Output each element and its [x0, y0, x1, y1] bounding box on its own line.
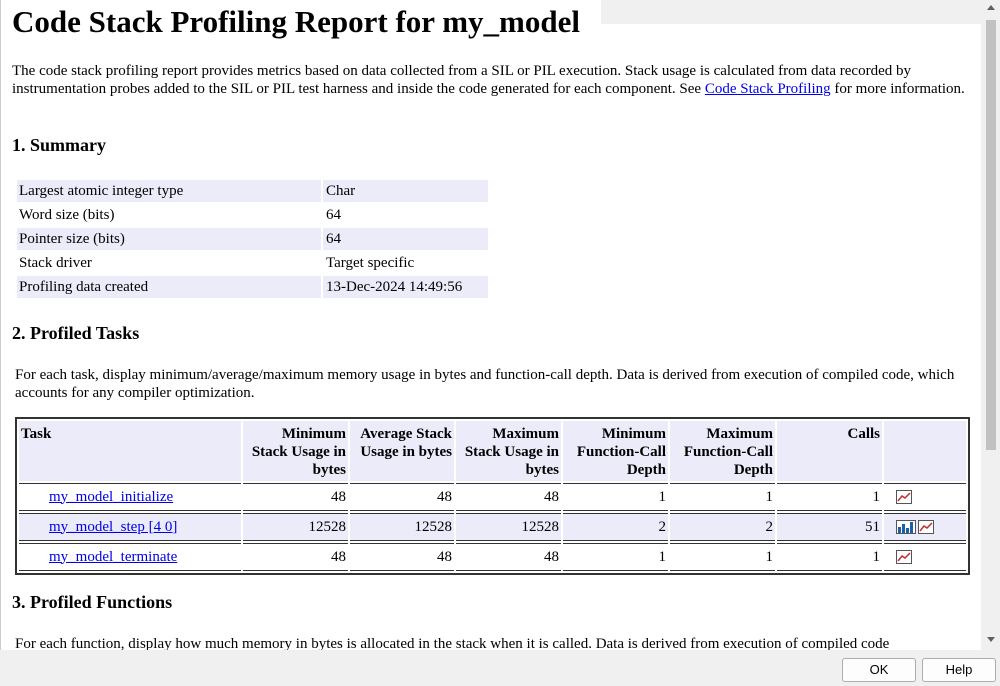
cell: Char — [322, 180, 488, 204]
cell: 1 — [670, 483, 775, 511]
intro-body: The code stack profiling report provides… — [12, 63, 911, 97]
tasks-table: Task Minimum Stack Usage in bytes Averag… — [15, 417, 970, 575]
cell: Profiling data created — [17, 275, 323, 300]
task-cell: my_model_initialize — [19, 483, 241, 511]
cell: 13-Dec-2024 14:49:56 — [322, 275, 488, 300]
cell: Stack driver — [17, 251, 323, 276]
cell: Word size (bits) — [17, 203, 323, 228]
plot-icon[interactable] — [896, 490, 912, 505]
summary-table: Largest atomic integer type Char Word siz… — [17, 180, 488, 300]
cell: 48 — [456, 543, 561, 571]
cell: 48 — [243, 483, 348, 511]
doc-link[interactable]: Code Stack Profiling — [704, 81, 831, 97]
cell: 1 — [670, 543, 775, 571]
cell: 1 — [563, 483, 668, 511]
scrollbar[interactable] — [982, 0, 1000, 650]
button-bar: OK Help — [0, 650, 1000, 686]
icon-cell — [884, 513, 966, 541]
task-link[interactable]: my_model_step [4 0] — [49, 518, 178, 535]
cell: 64 — [322, 227, 488, 252]
column-header: Average Stack Usage in bytes — [350, 421, 454, 481]
cell: 2 — [563, 513, 668, 541]
cell: 2 — [670, 513, 775, 541]
help-button[interactable]: Help — [922, 658, 996, 682]
icon-cell — [884, 543, 966, 571]
cell: 48 — [456, 483, 561, 511]
cell: 48 — [350, 483, 454, 511]
intro-text: The code stack profiling report provides… — [12, 62, 977, 98]
column-header: Maximum Stack Usage in bytes — [456, 421, 561, 481]
cell: Largest atomic integer type — [17, 180, 323, 204]
cell: 1 — [777, 543, 882, 571]
cell: Target specific — [322, 251, 488, 276]
cell: 48 — [243, 543, 348, 571]
cell: Pointer size (bits) — [17, 227, 323, 252]
column-header: Task — [19, 421, 241, 481]
scroll-thumb[interactable] — [986, 20, 996, 450]
plot-icon[interactable] — [918, 520, 934, 535]
cell: 48 — [350, 543, 454, 571]
report-title: Code Stack Profiling Report for my_model — [12, 4, 580, 39]
cell: 12528 — [456, 513, 561, 541]
task-link[interactable]: my_model_initialize — [49, 488, 174, 505]
task-link[interactable]: my_model_terminate — [49, 548, 178, 565]
section-heading: 1. Summary — [12, 135, 106, 155]
column-header — [884, 421, 966, 481]
column-header: Minimum Function-Call Depth — [563, 421, 668, 481]
cell: 51 — [777, 513, 882, 541]
section-text: For each function, display how much memo… — [15, 636, 890, 650]
column-header: Calls — [777, 421, 882, 481]
report-view: Code Stack Profiling Report for my_model… — [0, 0, 981, 650]
column-header: Maximum Function-Call Depth — [670, 421, 775, 481]
section-heading: 3. Profiled Functions — [12, 592, 173, 612]
scroll-arrows[interactable] — [982, 0, 1000, 650]
cell: 64 — [322, 203, 488, 228]
cell: 1 — [777, 483, 882, 511]
icon-cell — [884, 483, 966, 511]
cell: 12528 — [243, 513, 348, 541]
cell: 12528 — [350, 513, 454, 541]
intro-tail: for more information. — [830, 81, 965, 97]
task-cell: my_model_step [4 0] — [19, 513, 241, 541]
top-stripe — [601, 0, 981, 24]
column-header: Minimum Stack Usage in bytes — [243, 421, 348, 481]
section-text: For each task, display minimum/average/m… — [15, 367, 955, 401]
task-cell: my_model_terminate — [19, 543, 241, 571]
section-heading: 2. Profiled Tasks — [12, 323, 140, 343]
plot-icon[interactable] — [896, 550, 912, 565]
ok-button[interactable]: OK — [842, 658, 916, 682]
histogram-icon[interactable] — [896, 520, 916, 535]
cell: 1 — [563, 543, 668, 571]
